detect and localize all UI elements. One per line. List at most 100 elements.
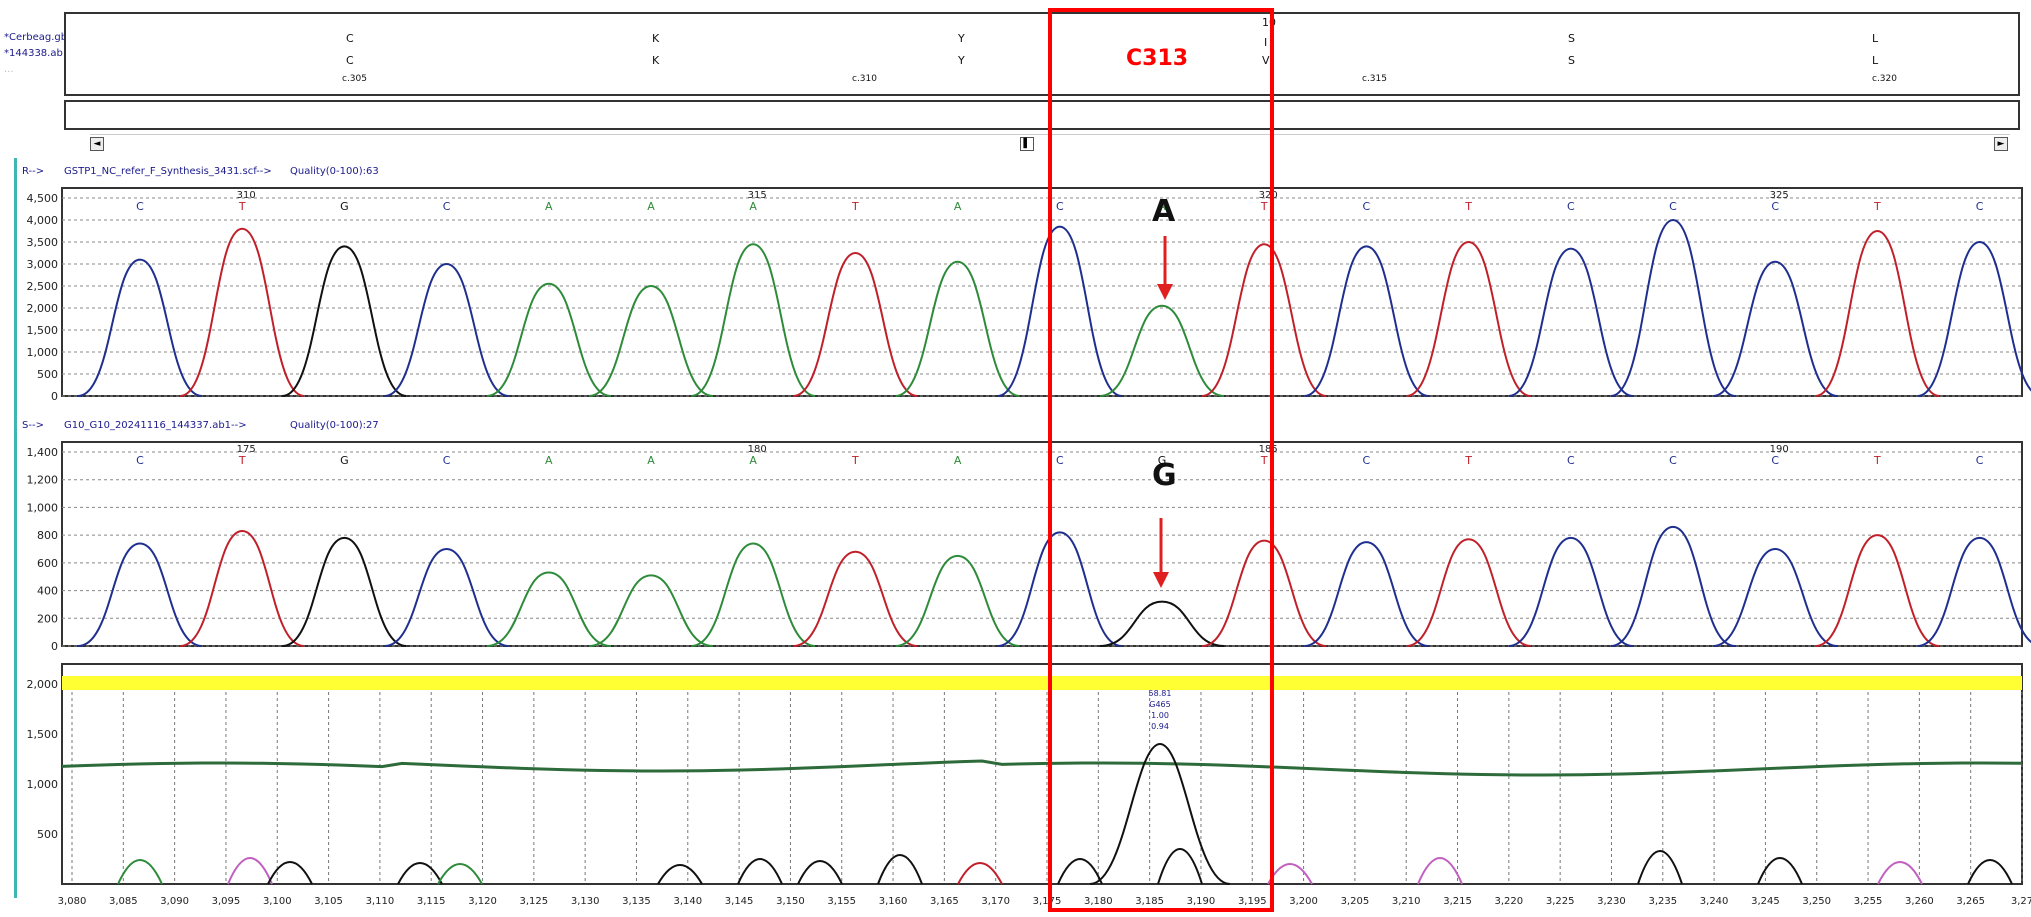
mutation-highlight-box [1048, 8, 1274, 912]
x-tick-label: 3,245 [1751, 896, 1780, 907]
base-call: A [647, 200, 655, 213]
base-call: C [1669, 454, 1677, 467]
y-tick-label: 2,000 [27, 678, 59, 691]
peak-c [1917, 536, 2031, 647]
y-tick-label: 400 [37, 585, 58, 598]
position-label: 315 [748, 190, 767, 201]
noise-peak [657, 864, 703, 885]
x-tick-label: 3,215 [1443, 896, 1472, 907]
reference-chromatogram: 4,500 4,000 3,500 3,000 2,500 2,000 1,500 1,000… [27, 187, 2031, 402]
base-call: C [1669, 200, 1677, 213]
base-call: C [1056, 200, 1064, 213]
overview-bar [64, 100, 2020, 130]
cdna-position: c.320 [1872, 74, 1897, 84]
noise-peak [1877, 861, 1923, 885]
x-tick-label: 3,130 [571, 896, 600, 907]
x-tick-label: 3,200 [1289, 896, 1318, 907]
peak-c [997, 225, 1123, 397]
noise-peak [1757, 857, 1803, 885]
peak-a [486, 282, 611, 397]
peak-c [1917, 240, 2031, 397]
peak-c [1610, 525, 1736, 647]
peak-a [691, 243, 816, 397]
peak-c [384, 262, 509, 397]
x-tick-label: 3,240 [1700, 896, 1729, 907]
scroll-thumb[interactable]: ▌ [1020, 137, 1034, 151]
y-tick-label: 1,200 [27, 474, 59, 487]
base-call: C [1567, 454, 1575, 467]
noise-peak [797, 860, 843, 885]
peak-label: 0.94 [1151, 722, 1169, 731]
peak-a [895, 260, 1020, 397]
sample-file-label[interactable]: *144338.ab1 [4, 48, 70, 59]
x-tick-label: 3,220 [1495, 896, 1524, 907]
peak-c [1304, 245, 1429, 397]
base-call: T [1873, 454, 1881, 467]
ref-track-file[interactable]: GSTP1_NC_refer_F_Synthesis_3431.scf--> [64, 166, 272, 177]
y-tick-label: 2,000 [27, 302, 59, 315]
noise-peak [227, 857, 273, 885]
noise-peak [737, 858, 783, 885]
x-tick-label: 3,210 [1392, 896, 1421, 907]
base-call: C [1567, 200, 1575, 213]
peak-t [1202, 243, 1327, 397]
quality-line [61, 759, 2023, 777]
scroll-left-button[interactable]: ◄ [90, 137, 104, 151]
noise-peak [877, 854, 923, 885]
ref-file-label[interactable]: *Cerbeag.gb [4, 32, 68, 43]
x-tick-label: 3,095 [212, 896, 241, 907]
left-accent-bar [14, 158, 17, 898]
peak-c [1610, 218, 1736, 397]
ref-aa: L [1872, 32, 1879, 45]
base-call: A [647, 454, 655, 467]
noise-peak [267, 861, 313, 885]
x-tick-label: 3,080 [58, 896, 87, 907]
base-call: C [1976, 200, 1984, 213]
base-call: T [1464, 200, 1472, 213]
base-call: T [1873, 200, 1881, 213]
ref-aa: K [652, 32, 660, 45]
sample-aa: S [1568, 54, 1575, 67]
sample-aa: K [652, 54, 660, 67]
noise-peak [397, 862, 443, 885]
base-call: T [1260, 200, 1268, 213]
base-call: T [1260, 454, 1268, 467]
x-tick-label: 3,27 [2011, 896, 2031, 907]
position-label: 190 [1770, 444, 1789, 455]
ref-track-prefix: R--> [22, 166, 45, 177]
x-tick-label: 3,250 [1802, 896, 1831, 907]
peak-c [384, 547, 509, 647]
y-tick-label: 600 [37, 557, 58, 570]
x-tick-label: 3,205 [1341, 896, 1370, 907]
x-tick-label: 3,160 [879, 896, 908, 907]
mutation-label: C313 [1126, 46, 1189, 71]
peak-t [1406, 240, 1531, 397]
sample-aa: Y [958, 54, 965, 67]
position-label: 175 [237, 444, 256, 455]
x-tick-label: 3,225 [1546, 896, 1575, 907]
base-call: C [1363, 200, 1371, 213]
peak-c [1713, 547, 1838, 647]
peak-t [793, 550, 918, 647]
noise-peak [1417, 857, 1463, 885]
position-label: 320 [1259, 190, 1278, 201]
y-tick-label: 3,000 [27, 258, 59, 271]
peak-g [1099, 600, 1225, 647]
x-tick-label: 3,105 [314, 896, 343, 907]
quality-band [62, 676, 2022, 690]
peak-c [77, 258, 203, 397]
peak-t [1406, 538, 1531, 647]
x-tick-label: 3,145 [725, 896, 754, 907]
scroll-right-button[interactable]: ► [1994, 137, 2008, 151]
x-tick-label: 3,260 [1905, 896, 1934, 907]
base-call: A [749, 454, 757, 467]
y-tick-label: 1,000 [27, 346, 59, 359]
sample-track-file[interactable]: G10_G10_20241116_144337.ab1--> [64, 420, 247, 431]
ref-aa: I [1264, 36, 1268, 49]
x-tick-label: 3,150 [776, 896, 805, 907]
y-tick-label: 4,500 [27, 192, 59, 205]
x-tick-label: 3,110 [366, 896, 395, 907]
x-tick-label: 3,235 [1648, 896, 1677, 907]
plot-frame [61, 187, 2023, 397]
extra-file-label: ... [4, 64, 14, 75]
